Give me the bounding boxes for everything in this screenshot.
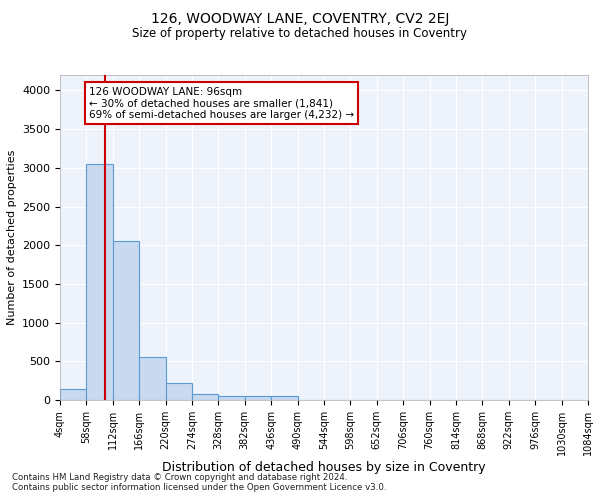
Text: 126 WOODWAY LANE: 96sqm
← 30% of detached houses are smaller (1,841)
69% of semi: 126 WOODWAY LANE: 96sqm ← 30% of detache… xyxy=(89,86,354,120)
Text: Size of property relative to detached houses in Coventry: Size of property relative to detached ho… xyxy=(133,28,467,40)
Y-axis label: Number of detached properties: Number of detached properties xyxy=(7,150,17,325)
Bar xyxy=(166,383,192,400)
Bar xyxy=(86,164,113,400)
Text: Contains HM Land Registry data © Crown copyright and database right 2024.: Contains HM Land Registry data © Crown c… xyxy=(12,474,347,482)
Bar xyxy=(245,396,271,400)
Bar xyxy=(60,389,86,400)
Bar xyxy=(271,396,298,400)
Bar xyxy=(192,394,218,400)
Bar xyxy=(113,240,139,400)
Text: Contains public sector information licensed under the Open Government Licence v3: Contains public sector information licen… xyxy=(12,484,386,492)
Text: 126, WOODWAY LANE, COVENTRY, CV2 2EJ: 126, WOODWAY LANE, COVENTRY, CV2 2EJ xyxy=(151,12,449,26)
Bar xyxy=(218,396,245,400)
X-axis label: Distribution of detached houses by size in Coventry: Distribution of detached houses by size … xyxy=(162,460,486,473)
Bar xyxy=(139,358,166,400)
